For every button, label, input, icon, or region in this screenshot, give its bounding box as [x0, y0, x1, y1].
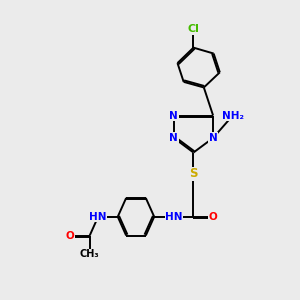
- Text: O: O: [209, 212, 218, 222]
- Text: Cl: Cl: [188, 24, 200, 34]
- Text: HN: HN: [89, 212, 107, 222]
- Text: N: N: [169, 133, 178, 143]
- Text: NH₂: NH₂: [222, 110, 244, 121]
- Text: O: O: [66, 230, 74, 241]
- Text: S: S: [189, 167, 198, 180]
- Text: N: N: [209, 133, 218, 143]
- Text: CH₃: CH₃: [80, 249, 100, 259]
- Text: HN: HN: [165, 212, 183, 222]
- Text: N: N: [169, 110, 178, 121]
